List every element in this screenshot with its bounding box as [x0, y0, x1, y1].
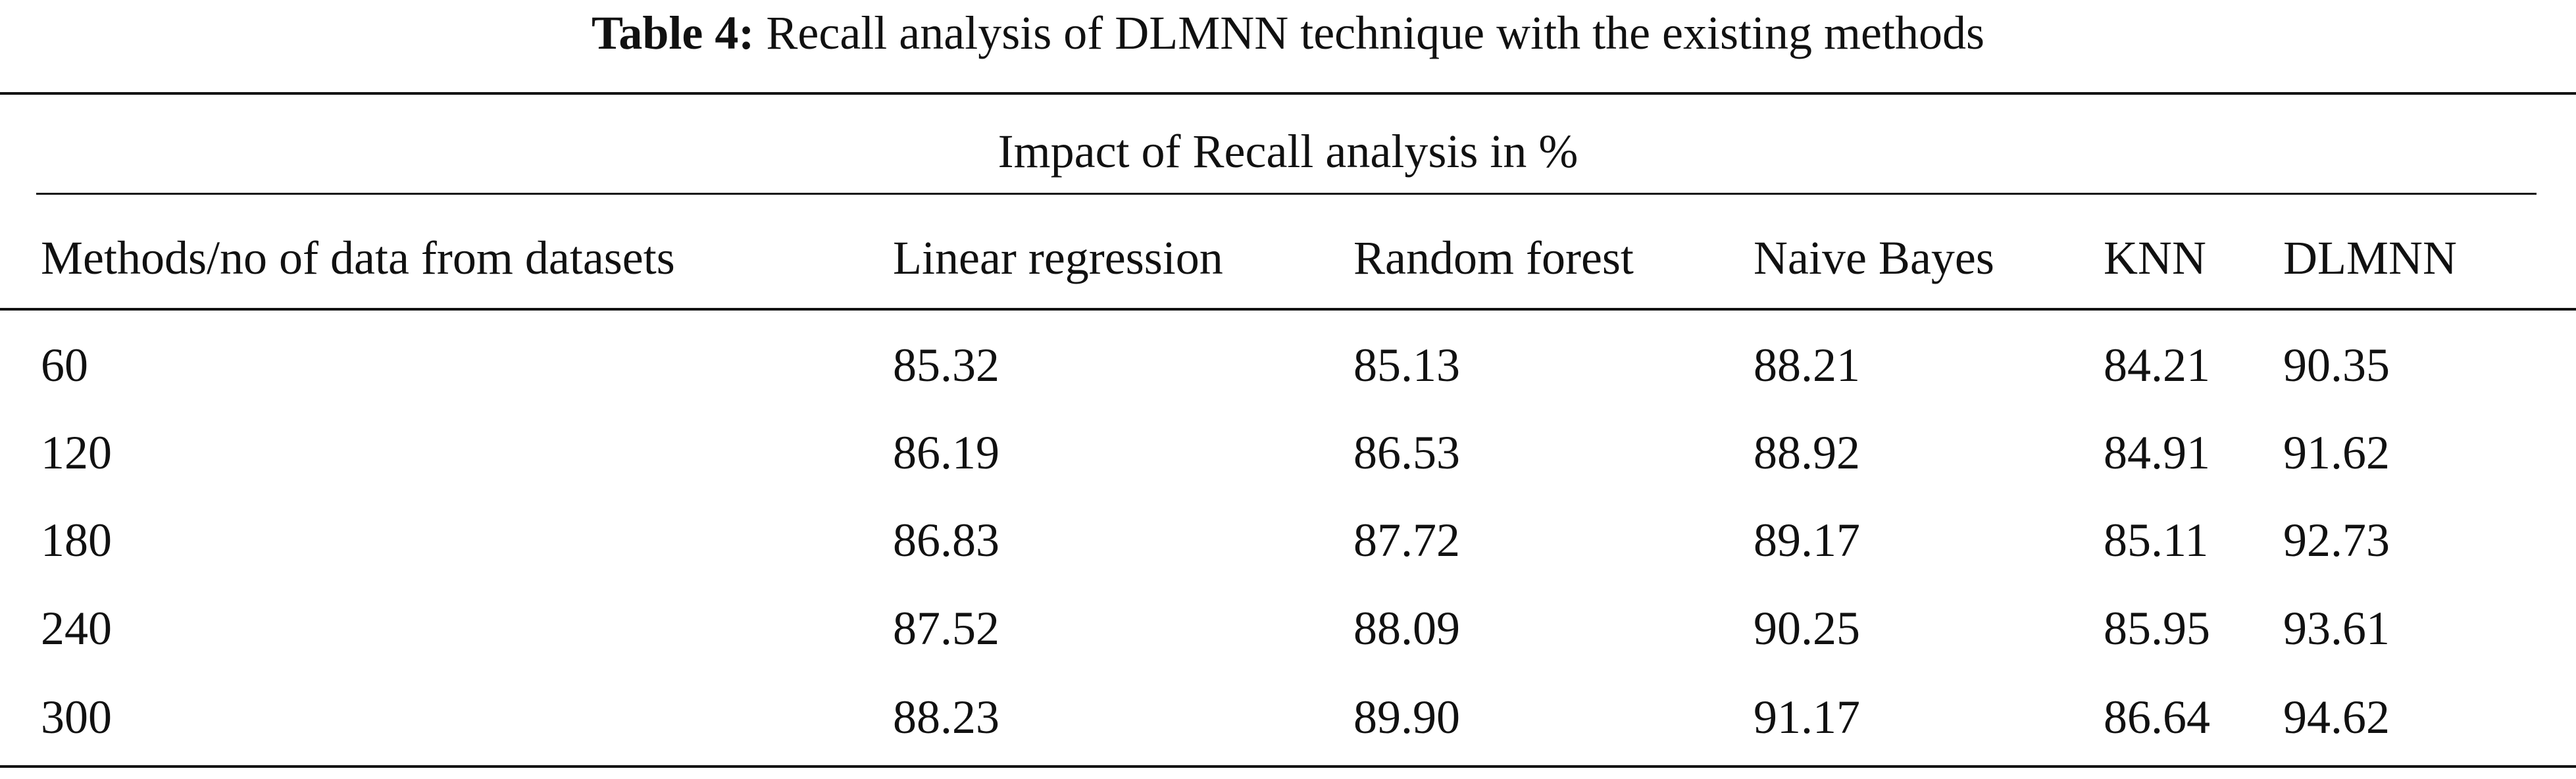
- table-cell: 120: [41, 426, 112, 479]
- table-cell: 90.25: [1754, 602, 1860, 655]
- column-header: KNN: [2104, 232, 2206, 284]
- table-cell: 91.17: [1754, 691, 1860, 743]
- table-cell: 89.17: [1754, 514, 1860, 566]
- table-cell: 300: [41, 691, 112, 743]
- table-cell: 85.95: [2104, 602, 2210, 655]
- table-cell: 88.21: [1754, 339, 1860, 391]
- top-rule: [0, 92, 2576, 95]
- table-cell: 85.13: [1353, 339, 1460, 391]
- table-cell: 85.32: [893, 339, 999, 391]
- table-cell: 88.23: [893, 691, 999, 743]
- column-header: Naive Bayes: [1754, 232, 1994, 284]
- header-rule: [0, 308, 2576, 311]
- table-cell: 86.83: [893, 514, 999, 566]
- table-cell: 86.53: [1353, 426, 1460, 479]
- table-cell: 88.92: [1754, 426, 1860, 479]
- group-header: Impact of Recall analysis in %: [998, 125, 1578, 178]
- caption-label: Table 4:: [591, 7, 755, 59]
- caption: Table 4: Recall analysis of DLMNN techniq…: [0, 9, 2576, 57]
- column-header: Methods/no of data from datasets: [41, 232, 675, 284]
- table-cell: 60: [41, 339, 88, 391]
- caption-text: Recall analysis of DLMNN technique with …: [766, 7, 1985, 59]
- table-cell: 84.91: [2104, 426, 2210, 479]
- column-header: Random forest: [1353, 232, 1634, 284]
- column-header: Linear regression: [893, 232, 1223, 284]
- table-cell: 88.09: [1353, 602, 1460, 655]
- table-cell: 85.11: [2104, 514, 2209, 566]
- bottom-rule: [0, 765, 2576, 768]
- table-cell: 86.19: [893, 426, 999, 479]
- table-cell: 86.64: [2104, 691, 2210, 743]
- table-cell: 92.73: [2283, 514, 2390, 566]
- table-cell: 240: [41, 602, 112, 655]
- table-cell: 180: [41, 514, 112, 566]
- table-cell: 89.90: [1353, 691, 1460, 743]
- table-cell: 91.62: [2283, 426, 2390, 479]
- table-cell: 87.52: [893, 602, 999, 655]
- table-cell: 90.35: [2283, 339, 2390, 391]
- group-rule: [36, 193, 2537, 195]
- column-header: DLMNN: [2283, 232, 2457, 284]
- table-cell: 87.72: [1353, 514, 1460, 566]
- table-cell: 84.21: [2104, 339, 2210, 391]
- table-cell: 93.61: [2283, 602, 2390, 655]
- table-cell: 94.62: [2283, 691, 2390, 743]
